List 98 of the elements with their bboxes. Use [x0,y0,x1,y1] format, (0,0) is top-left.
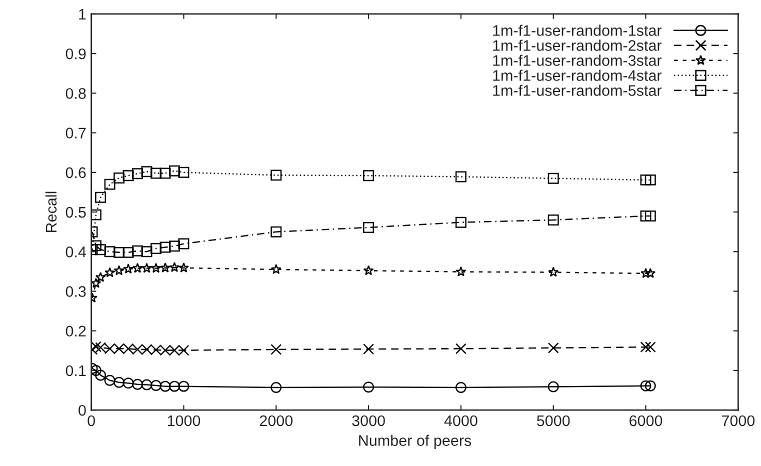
point [123,264,134,274]
point [95,370,106,381]
point [160,262,170,272]
point [455,171,466,182]
point [455,216,466,228]
point [150,380,162,392]
point [114,376,125,388]
x-tick-label: 6000 [630,415,662,426]
point [640,380,652,392]
point [363,265,374,276]
y-tick-label: 0.3 [66,286,86,297]
point [178,262,189,272]
point [363,170,374,182]
point [270,344,282,355]
point [455,343,466,354]
y-tick-label: 0.9 [66,48,86,60]
x-axis-title: Number of peers [359,434,472,449]
point [104,267,116,278]
point [132,245,144,256]
point [132,168,144,180]
y-tick-label: 0.8 [66,88,86,99]
point [169,262,180,272]
point [114,265,124,276]
point [142,262,152,273]
point [91,209,102,220]
point [548,172,559,184]
point [160,242,171,253]
point [122,378,134,389]
point [640,342,652,353]
point [114,246,125,258]
x-tick-label: 1000 [168,415,200,426]
point [363,222,374,233]
point [363,382,374,393]
point [150,242,162,254]
point [122,246,134,258]
point [270,226,282,238]
x-tick-label: 5000 [536,415,570,426]
point [169,240,180,252]
point [141,166,152,178]
point [455,382,466,393]
legend-label: 1m-f1-user-random-4star [493,70,662,81]
point [548,266,559,277]
x-tick-label: 2000 [260,415,293,426]
point [169,380,180,392]
legend-label: 1m-f1-user-random-3star [493,54,662,66]
point [169,165,180,176]
point [548,342,559,354]
legend-label: 1m-f1-user-random-5star [493,84,662,96]
x-tick-label: 7000 [722,415,755,426]
point [178,166,190,178]
x-tick-label: 3000 [352,415,385,426]
x-tick-label: 0 [88,415,95,426]
y-tick-label: 0 [78,404,86,416]
point [104,246,116,258]
y-tick-label: 0.2 [66,326,86,337]
point [122,170,134,182]
point [91,278,102,288]
point [644,210,656,222]
point [95,272,106,282]
point [150,262,162,273]
point [104,374,116,386]
point [363,344,374,355]
point [132,378,144,390]
y-tick-label: 0.6 [66,167,86,178]
point [132,262,143,273]
point [645,268,656,278]
point [160,380,171,392]
y-tick-label: 0.5 [66,206,86,218]
point [160,168,171,179]
point [644,380,656,392]
y-tick-label: 0.7 [66,128,86,138]
point [95,244,106,256]
point [178,380,190,392]
point [548,381,559,392]
y-tick-label: 0.4 [66,246,86,258]
point [644,174,656,186]
point [141,246,152,258]
point [548,214,559,226]
point [640,210,652,222]
point [270,382,282,393]
y-axis-title: Recall [45,192,57,232]
point [640,268,652,278]
point [141,379,152,390]
legend-label: 1m-f1-user-random-1star [493,24,662,36]
point [644,342,656,353]
y-tick-label: 0.1 [66,365,86,376]
point [114,172,125,184]
point [104,178,116,190]
point [640,174,652,186]
point [270,264,282,274]
point [95,192,106,203]
x-tick-label: 4000 [444,415,478,426]
y-tick-label: 1 [79,9,86,20]
point [270,170,282,181]
point [456,266,466,276]
legend-label: 1m-f1-user-random-2star [493,40,662,51]
point [178,238,190,250]
point [91,240,102,252]
